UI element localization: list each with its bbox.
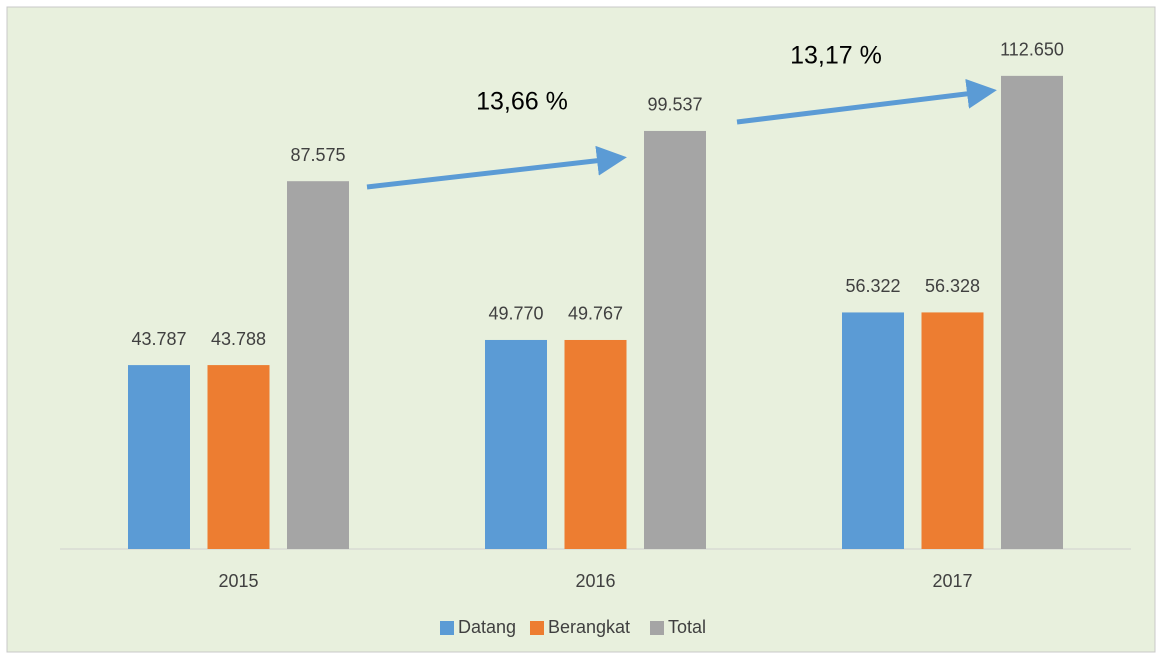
- legend-swatch: [530, 621, 544, 635]
- x-tick-label: 2017: [932, 571, 972, 591]
- bar: [564, 339, 627, 549]
- bar: [644, 130, 706, 550]
- legend-swatch: [650, 621, 664, 635]
- legend-label: Total: [668, 617, 706, 637]
- annotation: 13,66 %: [476, 88, 568, 116]
- x-tick-label: 2016: [575, 571, 615, 591]
- x-tick-label: 2015: [218, 571, 258, 591]
- data-label: 99.537: [647, 95, 702, 115]
- legend-label: Datang: [458, 617, 516, 637]
- legend-label: Berangkat: [548, 617, 630, 637]
- bar: [1001, 75, 1063, 550]
- annotation: 13,17 %: [790, 42, 882, 70]
- legend-swatch: [440, 621, 454, 635]
- bar: [485, 339, 547, 549]
- data-label: 56.328: [925, 276, 980, 296]
- bar: [287, 181, 349, 549]
- bar: [842, 312, 904, 549]
- bar: [921, 312, 984, 549]
- growth-arrow: [366, 145, 627, 190]
- bar: [128, 365, 190, 549]
- data-label: 43.787: [131, 329, 186, 349]
- growth-arrow: [736, 78, 997, 125]
- bar: [207, 365, 270, 549]
- data-label: 43.788: [211, 329, 266, 349]
- data-label: 87.575: [290, 145, 345, 165]
- data-label: 49.770: [488, 304, 543, 324]
- data-label: 49.767: [568, 304, 623, 324]
- data-label: 112.650: [1000, 40, 1064, 60]
- data-label: 56.322: [845, 276, 900, 296]
